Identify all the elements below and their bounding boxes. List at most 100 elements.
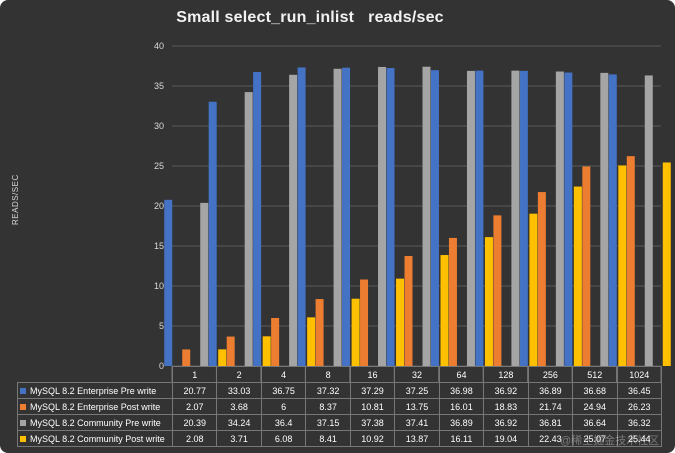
bar-mysql-8-2-enterprise-pre-write-4 bbox=[253, 72, 262, 366]
table-row: MySQL 8.2 Community Pre write 20.39 34.24 3… bbox=[17, 414, 662, 431]
data-label: 8.37 bbox=[305, 398, 351, 415]
y-tick-label: 30 bbox=[154, 121, 164, 131]
y-tick-label: 10 bbox=[154, 281, 164, 291]
data-label: 25.44 bbox=[616, 430, 662, 447]
bar-mysql-8-2-enterprise-post-write-128 bbox=[493, 215, 502, 366]
bar-mysql-8-2-enterprise-post-write-256 bbox=[537, 192, 546, 366]
x-tick-label: 1024 bbox=[616, 366, 662, 383]
bar-mysql-8-2-enterprise-post-write-1 bbox=[182, 349, 191, 366]
data-label: 36.64 bbox=[572, 414, 618, 431]
data-label: 19.04 bbox=[483, 430, 529, 447]
data-label: 36.75 bbox=[260, 382, 307, 399]
bar-mysql-8-2-community-post-write-2 bbox=[262, 336, 271, 366]
legend-swatch bbox=[20, 403, 26, 410]
x-tick-label: 16 bbox=[349, 366, 396, 383]
y-tick-label: 40 bbox=[154, 41, 164, 51]
data-label: 13.87 bbox=[394, 430, 440, 447]
bar-mysql-8-2-community-pre-write-1 bbox=[200, 202, 209, 366]
x-tick-label: 128 bbox=[483, 366, 529, 383]
bar-mysql-8-2-community-post-write-1024 bbox=[662, 162, 671, 366]
bar-mysql-8-2-community-pre-write-2 bbox=[244, 92, 253, 366]
bar-mysql-8-2-community-pre-write-256 bbox=[555, 71, 564, 367]
series-name: MySQL 8.2 Community Pre write bbox=[30, 417, 161, 428]
bar-mysql-8-2-enterprise-post-write-64 bbox=[448, 237, 457, 366]
bar-mysql-8-2-enterprise-pre-write-128 bbox=[475, 70, 484, 366]
data-label: 3.68 bbox=[216, 398, 262, 415]
data-label: 36.45 bbox=[616, 382, 662, 399]
bar-mysql-8-2-enterprise-post-write-1024 bbox=[626, 156, 635, 366]
series-name: MySQL 8.2 Enterprise Pre write bbox=[30, 385, 157, 396]
y-tick-label: 15 bbox=[154, 241, 164, 251]
bar-mysql-8-2-community-post-write-4 bbox=[307, 317, 316, 366]
data-label: 37.32 bbox=[305, 382, 351, 399]
data-label: 37.38 bbox=[349, 414, 396, 431]
bar-mysql-8-2-enterprise-pre-write-1 bbox=[164, 199, 173, 366]
bar-mysql-8-2-community-pre-write-16 bbox=[378, 66, 387, 367]
data-label: 37.25 bbox=[394, 382, 440, 399]
data-label: 36.89 bbox=[438, 414, 485, 431]
legend-entry: MySQL 8.2 Community Post write bbox=[17, 430, 173, 447]
bar-mysql-8-2-enterprise-pre-write-1024 bbox=[608, 74, 617, 367]
data-label: 36.68 bbox=[572, 382, 618, 399]
table-row: MySQL 8.2 Enterprise Pre write 20.77 33.03… bbox=[17, 382, 662, 399]
bar-mysql-8-2-enterprise-pre-write-256 bbox=[519, 70, 528, 366]
bar-mysql-8-2-enterprise-post-write-512 bbox=[582, 166, 591, 366]
x-tick-label: 2 bbox=[216, 366, 262, 383]
x-tick-label: 8 bbox=[305, 366, 351, 383]
legend-swatch bbox=[20, 419, 26, 426]
bar-mysql-8-2-community-pre-write-32 bbox=[422, 66, 431, 366]
legend-swatch bbox=[20, 435, 26, 442]
data-label: 37.41 bbox=[394, 414, 440, 431]
data-label: 20.39 bbox=[171, 414, 218, 431]
data-label: 10.81 bbox=[349, 398, 396, 415]
bar-mysql-8-2-community-post-write-8 bbox=[351, 298, 360, 366]
data-label: 2.08 bbox=[171, 430, 218, 447]
data-label: 3.71 bbox=[216, 430, 262, 447]
data-table: 1 2 4 8 16 32 64 128 256 512 1024 MySQL 8.2 Enterpr… bbox=[17, 366, 662, 447]
bar-mysql-8-2-enterprise-post-write-2 bbox=[226, 336, 235, 366]
data-label: 13.75 bbox=[394, 398, 440, 415]
data-label: 26.23 bbox=[616, 398, 662, 415]
data-label: 36.92 bbox=[483, 382, 529, 399]
bar-mysql-8-2-community-pre-write-512 bbox=[600, 72, 609, 366]
x-tick-label: 512 bbox=[572, 366, 618, 383]
data-label: 36.98 bbox=[438, 382, 485, 399]
data-label: 18.83 bbox=[483, 398, 529, 415]
y-tick-label: 0 bbox=[159, 361, 164, 371]
series-name: MySQL 8.2 Community Post write bbox=[30, 433, 165, 444]
data-label: 16.01 bbox=[438, 398, 485, 415]
bar-mysql-8-2-community-post-write-64 bbox=[484, 237, 493, 366]
bar-mysql-8-2-enterprise-post-write-8 bbox=[315, 299, 324, 366]
data-label: 37.15 bbox=[305, 414, 351, 431]
bar-mysql-8-2-community-pre-write-8 bbox=[333, 68, 342, 367]
series-name: MySQL 8.2 Enterprise Post write bbox=[30, 401, 161, 412]
data-label: 36.81 bbox=[527, 414, 574, 431]
table-corner bbox=[17, 366, 173, 383]
data-label: 36.4 bbox=[260, 414, 307, 431]
bar-mysql-8-2-enterprise-pre-write-32 bbox=[386, 68, 395, 366]
data-label: 8.41 bbox=[305, 430, 351, 447]
x-tick-label: 1 bbox=[171, 366, 218, 383]
table-row: MySQL 8.2 Enterprise Post write 2.07 3.68 6… bbox=[17, 398, 662, 415]
bar-mysql-8-2-community-post-write-256 bbox=[573, 186, 582, 366]
chart-title: Small select_run_inlist reads/sec bbox=[176, 9, 444, 26]
data-label: 24.94 bbox=[572, 398, 618, 415]
bar-mysql-8-2-enterprise-pre-write-512 bbox=[564, 72, 573, 366]
bar-mysql-8-2-enterprise-post-write-32 bbox=[404, 256, 413, 366]
bar-mysql-8-2-community-pre-write-64 bbox=[466, 70, 475, 366]
bar-mysql-8-2-community-post-write-16 bbox=[396, 278, 405, 366]
table-row: MySQL 8.2 Community Post write 2.08 3.71 6.… bbox=[17, 430, 662, 447]
bar-mysql-8-2-community-post-write-512 bbox=[618, 165, 627, 366]
data-label: 36.92 bbox=[483, 414, 529, 431]
bar-mysql-8-2-enterprise-post-write-16 bbox=[360, 279, 369, 366]
bar-mysql-8-2-community-post-write-1 bbox=[218, 349, 227, 366]
bar-mysql-8-2-enterprise-post-write-4 bbox=[271, 318, 280, 366]
bar-mysql-8-2-enterprise-pre-write-8 bbox=[297, 67, 306, 366]
bar-mysql-8-2-community-pre-write-4 bbox=[289, 74, 298, 367]
y-tick-label: 25 bbox=[154, 161, 164, 171]
x-tick-label: 4 bbox=[260, 366, 307, 383]
bar-mysql-8-2-enterprise-pre-write-64 bbox=[430, 70, 439, 366]
y-tick-label: 20 bbox=[154, 201, 164, 211]
data-label: 6 bbox=[260, 398, 307, 415]
